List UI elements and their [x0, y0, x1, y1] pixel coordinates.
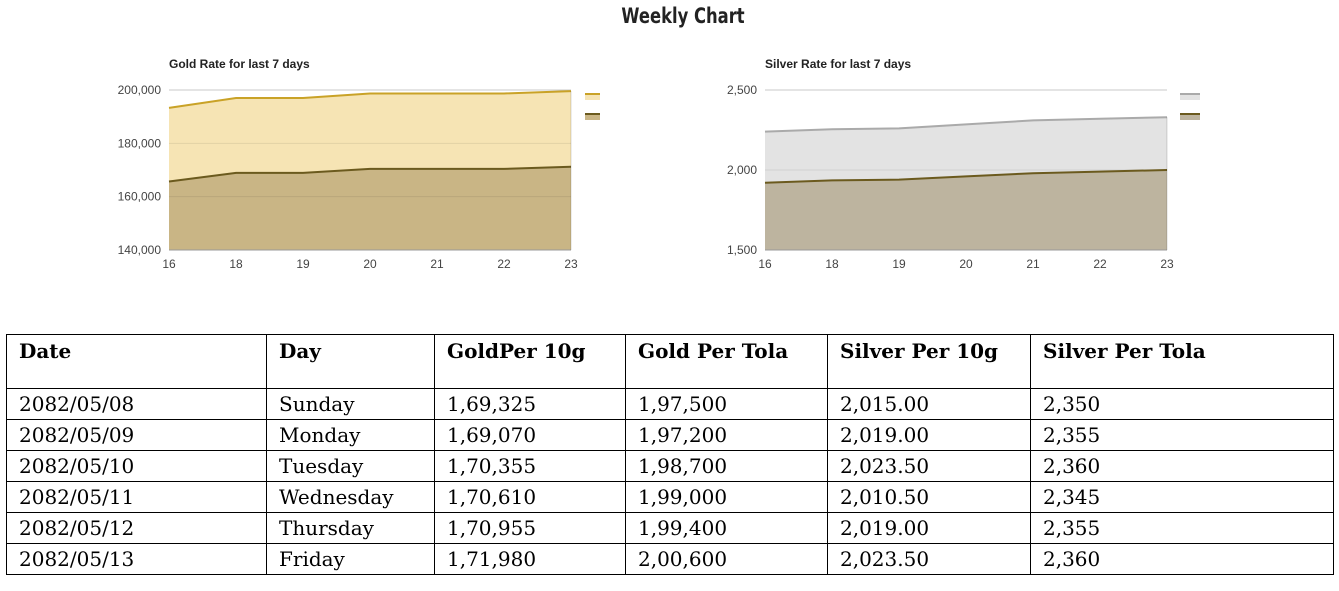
y-tick-label: 140,000 [118, 243, 162, 257]
cell-silver-tola: 2,355 [1030, 419, 1334, 451]
cell-silver-tola: 2,360 [1030, 543, 1334, 575]
x-tick-label: 21 [1026, 257, 1040, 271]
cell-day: Sunday [266, 388, 435, 420]
x-tick-label: 22 [1093, 257, 1107, 271]
cell-gold-10g: 1,70,610 [434, 481, 626, 513]
gold-chart-svg: Gold Rate for last 7 days 200,000 180,000 1… [118, 57, 600, 271]
y-tick-label: 1,500 [727, 243, 757, 257]
x-tick-label: 23 [564, 257, 578, 271]
y-tick-label: 2,000 [727, 163, 757, 177]
x-tick-label: 19 [296, 257, 310, 271]
series-area-1 [169, 166, 571, 250]
table-row: 2082/05/09 Monday 1,69,070 1,97,200 2,01… [6, 419, 1334, 451]
x-tick-label: 20 [363, 257, 377, 271]
y-tick-label: 160,000 [118, 190, 162, 204]
cell-gold-10g: 1,70,355 [434, 450, 626, 482]
cell-silver-10g: 2,019.00 [827, 512, 1031, 544]
cell-day: Monday [266, 419, 435, 451]
cell-silver-tola: 2,360 [1030, 450, 1334, 482]
y-tick-label: 180,000 [118, 136, 162, 150]
table-header-row: Date Day GoldPer 10g Gold Per Tola Silve… [6, 334, 1334, 389]
cell-date: 2082/05/13 [6, 543, 267, 575]
table-row: 2082/05/13 Friday 1,71,980 2,00,600 2,02… [6, 543, 1334, 575]
table-row: 2082/05/08 Sunday 1,69,325 1,97,500 2,01… [6, 388, 1334, 420]
gold-rate-chart: Gold Rate for last 7 days 200,000 180,000 1… [0, 50, 600, 290]
cell-silver-10g: 2,010.50 [827, 481, 1031, 513]
cell-gold-tola: 1,99,000 [625, 481, 828, 513]
cell-day: Friday [266, 543, 435, 575]
cell-date: 2082/05/08 [6, 388, 267, 420]
cell-silver-tola: 2,345 [1030, 481, 1334, 513]
silver-rate-chart: Silver Rate for last 7 days 2,500 2,000 1,5… [600, 50, 1200, 290]
cell-day: Wednesday [266, 481, 435, 513]
cell-gold-10g: 1,69,325 [434, 388, 626, 420]
cell-gold-10g: 1,70,955 [434, 512, 626, 544]
legend-swatch [585, 114, 600, 120]
table-row: 2082/05/11 Wednesday 1,70,610 1,99,000 2… [6, 481, 1334, 513]
cell-date: 2082/05/11 [6, 481, 267, 513]
cell-gold-tola: 2,00,600 [625, 543, 828, 575]
header-gold-per-10g: GoldPer 10g [434, 334, 626, 389]
cell-day: Thursday [266, 512, 435, 544]
x-tick-label: 21 [430, 257, 444, 271]
cell-silver-tola: 2,355 [1030, 512, 1334, 544]
cell-gold-10g: 1,71,980 [434, 543, 626, 575]
cell-gold-10g: 1,69,070 [434, 419, 626, 451]
cell-silver-10g: 2,023.50 [827, 543, 1031, 575]
x-tick-label: 18 [229, 257, 243, 271]
cell-silver-10g: 2,019.00 [827, 419, 1031, 451]
x-tick-label: 18 [825, 257, 839, 271]
x-tick-label: 16 [758, 257, 772, 271]
series-area-1 [765, 170, 1167, 250]
cell-gold-tola: 1,97,500 [625, 388, 828, 420]
rates-table: Date Day GoldPer 10g Gold Per Tola Silve… [6, 334, 1334, 575]
cell-silver-tola: 2,350 [1030, 388, 1334, 420]
x-tick-label: 16 [162, 257, 176, 271]
legend-swatch [1180, 114, 1200, 120]
legend-swatch [1180, 94, 1200, 100]
y-tick-label: 200,000 [118, 83, 162, 97]
x-tick-label: 20 [959, 257, 973, 271]
cell-silver-10g: 2,015.00 [827, 388, 1031, 420]
cell-date: 2082/05/09 [6, 419, 267, 451]
chart-title: Gold Rate for last 7 days [169, 57, 310, 71]
chart-title: Silver Rate for last 7 days [765, 57, 911, 71]
x-tick-label: 22 [497, 257, 511, 271]
table-row: 2082/05/10 Tuesday 1,70,355 1,98,700 2,0… [6, 450, 1334, 482]
cell-silver-10g: 2,023.50 [827, 450, 1031, 482]
header-date: Date [6, 334, 267, 389]
table-row: 2082/05/12 Thursday 1,70,955 1,99,400 2,… [6, 512, 1334, 544]
cell-gold-tola: 1,97,200 [625, 419, 828, 451]
cell-day: Tuesday [266, 450, 435, 482]
cell-date: 2082/05/12 [6, 512, 267, 544]
x-tick-label: 23 [1160, 257, 1174, 271]
silver-chart-svg: Silver Rate for last 7 days 2,500 2,000 1,5… [727, 57, 1200, 271]
cell-date: 2082/05/10 [6, 450, 267, 482]
header-silver-per-10g: Silver Per 10g [827, 334, 1031, 389]
header-day: Day [266, 334, 435, 389]
legend-swatch [585, 94, 600, 100]
page-title: Weekly Chart [621, 4, 745, 28]
header-gold-per-tola: Gold Per Tola [625, 334, 828, 389]
cell-gold-tola: 1,99,400 [625, 512, 828, 544]
header-silver-per-tola: Silver Per Tola [1030, 334, 1334, 389]
cell-gold-tola: 1,98,700 [625, 450, 828, 482]
x-tick-label: 19 [892, 257, 906, 271]
y-tick-label: 2,500 [727, 83, 757, 97]
